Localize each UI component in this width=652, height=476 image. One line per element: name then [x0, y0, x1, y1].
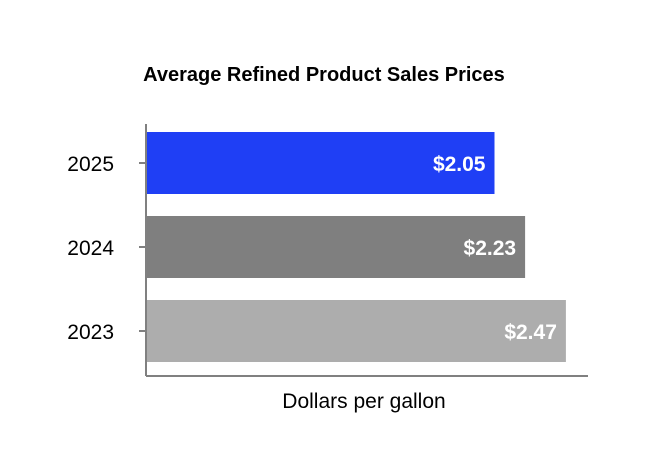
bar-2023: [146, 300, 566, 362]
y-tick-label-2025: 2025: [67, 153, 114, 176]
bar-value-label-2025: $2.05: [433, 153, 486, 176]
y-tick-label-2023: 2023: [67, 321, 114, 344]
y-tick-label-2024: 2024: [67, 237, 114, 260]
bar-value-label-2024: $2.23: [464, 237, 517, 260]
bars-group: $2.05 2025 $2.23 2024 $2.47 2023: [67, 132, 566, 362]
bar-2024: [146, 216, 526, 278]
chart-title: Average Refined Product Sales Prices: [143, 64, 505, 86]
bar-2025: [146, 132, 495, 194]
bar-value-label-2023: $2.47: [504, 321, 557, 344]
x-axis-title: Dollars per gallon: [282, 390, 445, 413]
